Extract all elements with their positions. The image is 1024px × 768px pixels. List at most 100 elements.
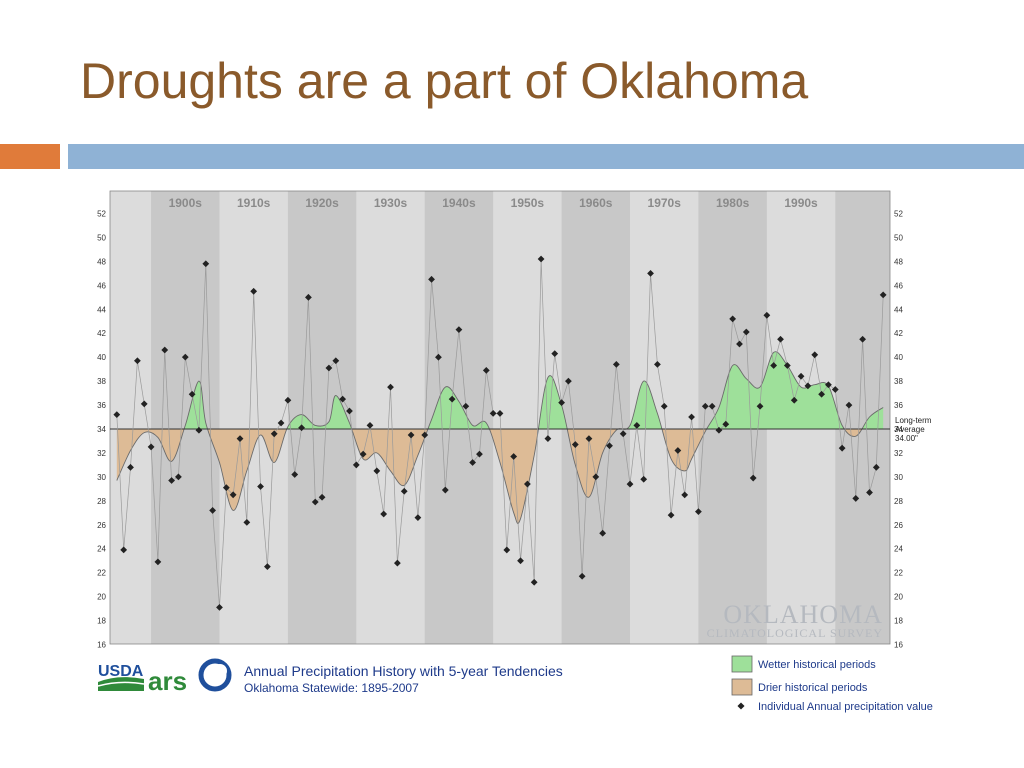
decade-label: 1900s [169,196,203,210]
legend-label-drier: Drier historical periods [758,682,868,694]
y-tick-label-left: 18 [97,617,106,626]
annual-point [229,491,237,499]
y-tick-label-left: 46 [97,281,106,290]
y-tick-label-right: 40 [894,353,903,362]
annual-point [435,353,442,361]
annual-point [469,459,477,466]
annual-point [113,411,121,419]
usda-logo: USDA [97,663,145,691]
annual-point [243,519,251,526]
y-tick-label-right: 44 [894,305,903,314]
wetter-period-area [116,351,884,429]
y-tick-label-right: 50 [894,233,903,242]
y-tick-label-left: 28 [97,497,106,506]
annual-point [339,395,347,403]
y-tick-label-right: 24 [894,545,903,554]
y-tick-label-left: 34 [97,425,106,434]
annual-point [599,529,607,537]
y-tick-label-right: 36 [894,401,903,410]
decade-label: 1910s [237,196,271,210]
annual-point [127,463,134,471]
decade-band [151,191,220,644]
annual-point [517,557,524,565]
ars-logo-text: ars [148,666,187,696]
y-tick-label-left: 20 [97,593,106,602]
annual-point [216,603,223,611]
y-tick-label-left: 50 [97,233,106,242]
y-tick-label-left: 36 [97,401,106,410]
legend-label-annual: Individual Annual precipitation value [758,701,933,713]
decade-label: 1920s [305,196,339,210]
annual-point [530,578,538,586]
legend-swatch-drier [731,678,753,696]
annual-point [346,407,353,415]
ars-globe-icon [198,658,232,692]
annual-point [202,260,210,268]
y-tick-label-left: 32 [97,449,106,458]
annual-point [325,364,333,372]
annual-point [551,350,559,358]
annual-point [305,293,312,301]
annual-point [476,450,483,458]
ok-logo-main-text: OKLAHOMA [723,600,883,629]
legend-label-wetter: Wetter historical periods [758,659,876,671]
accent-bar-blue [68,144,1024,169]
annual-point [332,357,340,365]
annual-point [421,431,429,439]
y-tick-label-right: 30 [894,473,903,482]
y-tick-label-right: 28 [894,497,903,506]
y-tick-label-left: 22 [97,569,106,578]
y-tick-label-right: 32 [894,449,903,458]
y-tick-label-left: 26 [97,521,106,530]
y-tick-label-right: 34 [894,425,903,434]
annual-point [606,442,613,450]
decade-label: 1940s [442,196,476,210]
y-tick-label-left: 52 [97,210,106,219]
y-tick-label-left: 24 [97,545,106,554]
annual-point [134,357,141,365]
annual-point [852,495,860,502]
accent-bar-orange [0,144,60,169]
annual-point [722,420,730,428]
drier-period-area [116,429,884,524]
y-axis-left: 16 18 20 22 24 26 28 30 32 34 36 38 40 42 44 46 48 50 52 [97,210,106,650]
decade-label: 1990s [784,196,818,210]
y-tick-label-left: 42 [97,329,106,338]
annual-point [524,480,531,488]
average-label-line2: Average [895,425,925,434]
y-tick-label-left: 30 [97,473,106,482]
annual-point [195,426,203,434]
ok-logo-sub-text: CLIMATOLOGICAL SURVEY [707,626,883,640]
y-tick-label-right: 38 [894,377,903,386]
average-label-line3: 34.00" [895,434,918,443]
annual-point [482,366,490,374]
y-tick-label-left: 44 [97,305,106,314]
average-label-line1: Long-term [895,416,932,425]
annual-point [701,402,709,410]
y-tick-label-right: 42 [894,329,903,338]
decade-label: 1950s [511,196,545,210]
legend-swatch-wetter [731,655,753,673]
y-tick-label-right: 22 [894,569,903,578]
y-tick-label-right: 20 [894,593,903,602]
decade-labels: 1900s 1910s 1920s 1930s 1940s 1950s 1960s 1970s… [169,196,818,210]
annual-point [393,559,401,567]
chart-title: Annual Precipitation History with 5-year… [244,663,563,679]
annual-point [845,401,853,409]
decade-label: 1970s [648,196,682,210]
annual-point [811,351,819,359]
annual-point [708,402,716,410]
annual-point [277,419,285,427]
annual-point [742,328,750,336]
annual-point [674,447,682,454]
y-tick-label-right: 46 [894,281,903,290]
chart-subtitle: Oklahoma Statewide: 1895-2007 [244,681,419,695]
y-tick-label-right: 18 [894,617,903,626]
decade-label: 1980s [716,196,750,210]
legend-marker-diamond [737,702,745,710]
decade-label: 1960s [579,196,613,210]
legend: Wetter historical periods Drier historic… [731,655,933,713]
decade-band [561,191,630,644]
ars-logo: ars [148,658,232,696]
